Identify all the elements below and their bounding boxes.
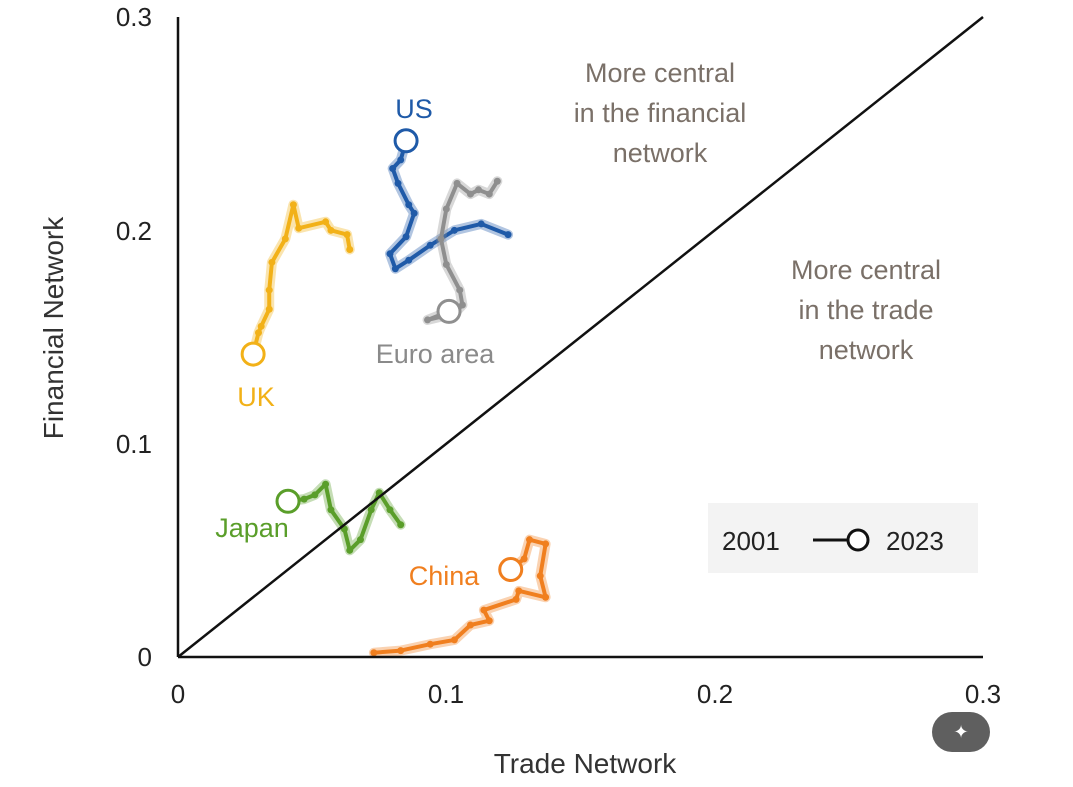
- data-point-china: [515, 587, 523, 595]
- data-point-euro-area: [456, 286, 464, 294]
- y-tick: 0.1: [116, 429, 152, 459]
- end-marker-japan: [275, 488, 301, 514]
- data-point-uk: [295, 224, 303, 232]
- data-point-uk: [281, 235, 289, 243]
- label-japan: Japan: [215, 513, 289, 543]
- data-point-japan: [367, 506, 375, 514]
- data-point-uk: [268, 258, 276, 266]
- data-point-japan: [346, 546, 354, 554]
- data-point-uk: [322, 218, 330, 226]
- x-tick: 0.2: [697, 679, 733, 709]
- data-point-china: [542, 540, 550, 548]
- magic-wand-icon: ✦: [953, 721, 969, 742]
- data-point-china: [426, 640, 434, 648]
- legend-end: 2023: [886, 526, 944, 556]
- annotation-financial: More central: [585, 58, 735, 88]
- data-point-us: [450, 226, 458, 234]
- data-point-euro-area: [442, 260, 450, 268]
- data-point-uk: [289, 201, 297, 209]
- annotation-trade: network: [819, 335, 914, 365]
- data-point-uk: [343, 231, 351, 239]
- data-point-china: [466, 621, 474, 629]
- data-point-japan: [397, 521, 405, 529]
- data-point-japan: [322, 480, 330, 488]
- series-layer: [240, 128, 551, 658]
- data-point-euro-area: [437, 235, 445, 243]
- label-euro-area: Euro area: [376, 339, 496, 369]
- legend-end-marker: [846, 528, 870, 552]
- annotation-trade: More central: [791, 255, 941, 285]
- data-point-uk: [265, 286, 273, 294]
- data-point-china: [480, 606, 488, 614]
- annotation-trade: in the trade: [798, 295, 933, 325]
- x-axis-label: Trade Network: [494, 748, 678, 779]
- y-tick: 0.3: [116, 2, 152, 32]
- end-marker-us: [393, 128, 419, 154]
- data-point-us: [410, 209, 418, 217]
- data-point-china: [536, 572, 544, 580]
- x-tick: 0.3: [965, 679, 1001, 709]
- data-point-us: [405, 201, 413, 209]
- annotation-financial: in the financial: [574, 98, 747, 128]
- data-point-china: [450, 636, 458, 644]
- data-point-us: [386, 250, 394, 258]
- end-marker-euro-area: [436, 298, 462, 324]
- diagonal-line: [177, 16, 984, 658]
- data-point-us: [426, 241, 434, 249]
- x-tick: 0.1: [428, 679, 464, 709]
- data-point-japan: [300, 495, 308, 503]
- data-point-china: [397, 647, 405, 655]
- data-point-uk: [255, 329, 262, 337]
- legend-start: 2001: [722, 526, 780, 556]
- data-point-euro-area: [442, 205, 450, 213]
- data-point-us: [477, 220, 485, 228]
- data-point-japan: [386, 506, 394, 514]
- data-point-euro-area: [485, 190, 493, 198]
- data-point-japan: [356, 536, 364, 544]
- data-point-japan: [311, 491, 319, 499]
- data-point-euro-area: [453, 179, 461, 187]
- y-tick: 0.2: [116, 216, 152, 246]
- data-point-us: [397, 156, 405, 164]
- data-point-euro-area: [493, 177, 501, 185]
- annotation-financial: network: [613, 138, 708, 168]
- data-point-china: [512, 595, 520, 603]
- data-point-euro-area: [466, 190, 474, 198]
- label-us: US: [395, 94, 433, 124]
- data-point-uk: [265, 305, 273, 313]
- data-point-euro-area: [424, 316, 432, 324]
- data-point-us: [402, 233, 410, 241]
- data-point-china: [542, 593, 550, 601]
- label-uk: UK: [237, 382, 275, 412]
- series-line-euro-area: [425, 179, 500, 322]
- data-point-us: [405, 256, 413, 264]
- data-point-us: [394, 179, 402, 187]
- y-axis-label: Financial Network: [38, 216, 69, 440]
- end-marker-uk: [240, 341, 266, 367]
- data-point-us: [504, 231, 512, 239]
- data-point-china: [485, 617, 493, 625]
- label-china: China: [409, 561, 481, 591]
- y-tick: 0: [138, 642, 152, 672]
- data-point-japan: [327, 506, 335, 514]
- data-point-euro-area: [475, 186, 483, 194]
- data-point-euro-area: [458, 301, 466, 309]
- magic-edit-button[interactable]: ✦: [932, 712, 990, 752]
- data-point-us: [391, 265, 399, 273]
- end-marker-china: [498, 557, 524, 583]
- data-point-uk: [257, 322, 265, 330]
- data-point-china: [370, 649, 378, 657]
- data-point-uk: [327, 226, 335, 234]
- data-point-china: [526, 536, 534, 544]
- x-tick: 0: [171, 679, 185, 709]
- legend: 2001 2023: [708, 503, 978, 573]
- data-point-china: [520, 555, 528, 563]
- data-point-uk: [346, 246, 354, 254]
- data-point-us: [389, 164, 397, 172]
